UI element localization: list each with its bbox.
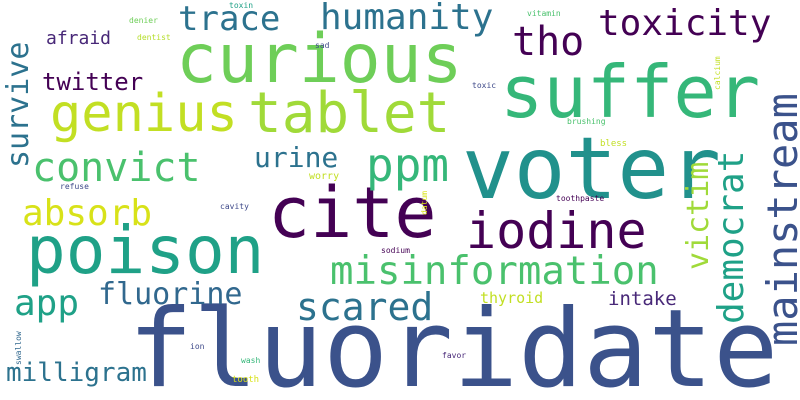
word-afraid: afraid xyxy=(46,28,112,49)
word-sodium: sodium xyxy=(381,246,410,255)
word-absorb: absorb xyxy=(22,193,153,234)
word-fluoridate: fluoridate xyxy=(128,287,779,400)
word-convict: convict xyxy=(32,145,201,191)
word-datum: datum xyxy=(420,190,429,215)
word-mainstream: mainstream xyxy=(758,93,800,346)
word-trace: trace xyxy=(178,0,281,39)
word-victim: victim xyxy=(681,161,716,270)
word-app: app xyxy=(14,283,80,324)
word-vitamin: vitamin xyxy=(527,9,561,18)
word-calcium: calcium xyxy=(713,56,722,90)
word-toxicity: toxicity xyxy=(598,3,772,44)
word-democrat: democrat xyxy=(711,150,752,324)
word-humanity: humanity xyxy=(320,0,494,38)
word-intake: intake xyxy=(608,288,677,310)
word-favor: favor xyxy=(442,351,467,360)
word-toothpaste: toothpaste xyxy=(556,194,605,203)
word-voter: voter xyxy=(462,119,721,219)
word-ion: ion xyxy=(190,342,205,351)
word-thyroid: thyroid xyxy=(480,289,544,307)
word-bless: bless xyxy=(600,139,628,149)
word-cite: cite xyxy=(268,172,437,254)
word-genius: genius xyxy=(50,84,238,144)
word-sad: sad xyxy=(315,41,330,50)
word-tooth: tooth xyxy=(232,375,260,385)
word-twitter: twitter xyxy=(42,68,144,96)
word-worry: worry xyxy=(309,171,340,182)
word-survive: survive xyxy=(1,41,36,168)
word-poison: poison xyxy=(26,212,265,289)
word-suffer: suffer xyxy=(500,50,761,134)
word-misinformation: misinformation xyxy=(330,249,659,294)
word-iodine: iodine xyxy=(466,202,647,260)
word-cavity: cavity xyxy=(220,202,249,211)
word-brushing: brushing xyxy=(567,117,606,126)
word-wash: wash xyxy=(241,356,261,365)
word-denier: denier xyxy=(129,16,158,25)
word-tablet: tablet xyxy=(248,81,451,146)
word-tho: tho xyxy=(512,19,585,65)
word-scared: scared xyxy=(296,285,434,329)
word-toxic: toxic xyxy=(472,81,497,90)
word-fluorine: fluorine xyxy=(98,277,243,312)
word-swallow: swallow xyxy=(14,331,23,365)
word-urine: urine xyxy=(254,141,339,174)
word-dentist: dentist xyxy=(137,33,171,42)
word-refuse: refuse xyxy=(60,182,89,191)
word-curious: curious xyxy=(176,20,463,99)
word-toxin: toxin xyxy=(229,1,254,10)
word-ppm: ppm xyxy=(366,138,450,192)
word-milligram: milligram xyxy=(6,358,147,388)
